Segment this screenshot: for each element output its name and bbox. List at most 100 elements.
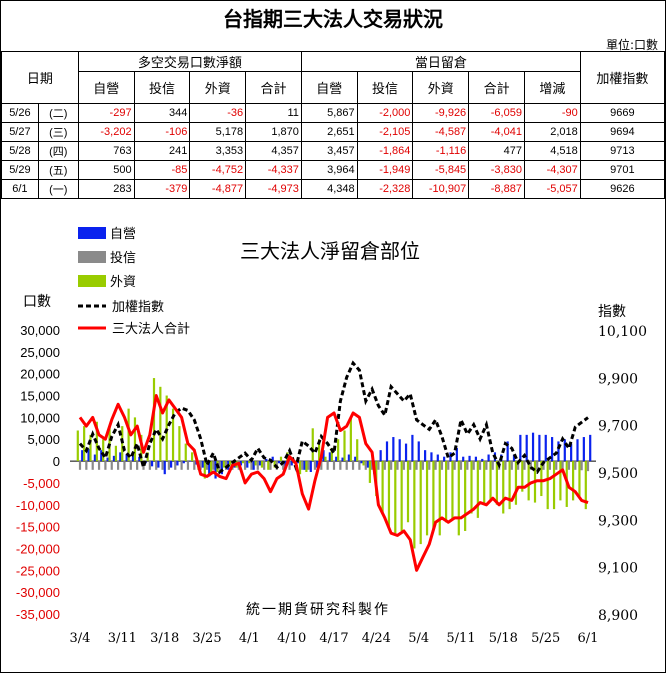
dealer-bar: [163, 461, 166, 475]
foreign-bar: [483, 461, 486, 505]
dealer-bar: [525, 434, 528, 462]
row-weekday: (三): [37, 122, 79, 142]
dealer-bar: [589, 434, 592, 462]
row-value: -5,845: [412, 160, 470, 180]
x-tick-label: 5/11: [446, 631, 475, 646]
trust-bar: [396, 461, 399, 470]
dealer-bar: [271, 456, 274, 462]
dealer-bar: [220, 461, 223, 475]
dealer-bar: [335, 456, 338, 462]
row-weekday: (二): [37, 103, 79, 123]
foreign-bar: [457, 461, 460, 536]
trust-bar: [148, 461, 151, 470]
dealer-bar: [309, 461, 312, 472]
table-row: 5/28 (四) 763 241 3,353 4,357 3,457 -1,864 -1,116…: [1, 141, 666, 161]
trust-bar: [263, 461, 266, 470]
trust-bar: [212, 461, 215, 470]
legend-label-foreign: 外資: [110, 275, 136, 290]
foreign-bar: [451, 461, 454, 521]
total-line: [78, 394, 589, 572]
foreign-bar: [178, 426, 181, 462]
foreign-bar: [476, 461, 479, 518]
foreign-bar: [337, 439, 340, 462]
row-value: 763: [77, 141, 135, 161]
dealer-bar: [512, 454, 516, 462]
legend-swatch-trust: [78, 251, 106, 263]
dealer-bar: [277, 461, 281, 464]
foreign-bar: [502, 461, 505, 514]
x-tick-label: 4/17: [319, 631, 348, 646]
trust-bar: [447, 461, 450, 470]
trust-bar: [244, 461, 247, 470]
dealer-bar: [487, 454, 490, 462]
row-value: -1,864: [356, 141, 414, 161]
watermark-text: 統一期貨研究科製作: [246, 601, 390, 618]
trust-bar: [428, 461, 431, 470]
row-value: 3,964: [300, 160, 358, 180]
trust-bar: [313, 461, 317, 470]
trust-bar: [561, 461, 564, 470]
foreign-bar: [210, 461, 213, 475]
row-value: 5,867: [300, 103, 358, 123]
trust-bar: [85, 461, 88, 470]
dealer-bar: [392, 437, 395, 462]
x-tick-label: 4/10: [277, 631, 306, 646]
row-value: -2,000: [356, 103, 414, 123]
data-table: 日期 多空交易口數淨額 當日留倉 加權指數 自營 投信 外資 合計 自營 投信 外資 合計 增減…: [1, 51, 666, 199]
foreign-bar: [552, 461, 556, 510]
trust-bar: [78, 461, 82, 470]
row-value: 1,870: [245, 122, 302, 142]
x-tick-label: 5/4: [408, 631, 429, 646]
trust-bar: [555, 461, 558, 470]
dealer-bar: [538, 434, 541, 462]
trust-bar: [205, 461, 209, 470]
foreign-bar: [260, 461, 264, 468]
dealer-bar: [519, 434, 522, 462]
trust-bar: [390, 461, 393, 470]
trust-bar: [529, 461, 532, 470]
row-value: -36: [189, 103, 247, 123]
right-tick-label: 8,900: [598, 608, 638, 624]
dealer-bar: [398, 439, 401, 462]
row-value: 477: [468, 141, 525, 161]
row-value: -1,949: [356, 160, 414, 180]
foreign-bar: [203, 461, 206, 479]
dealer-bar: [170, 461, 173, 468]
dealer-bar: [150, 461, 154, 467]
foreign-bar: [121, 426, 124, 462]
row-weekday: (四): [37, 141, 79, 161]
trust-bar: [421, 461, 424, 470]
dealer-bar: [436, 454, 439, 462]
foreign-bar: [318, 439, 321, 462]
row-value: -4,752: [189, 160, 247, 180]
row-value: -106: [133, 122, 191, 142]
foreign-bar: [527, 461, 530, 501]
foreign-bar: [273, 461, 276, 468]
row-value: -4,307: [523, 160, 581, 180]
dealer-bar: [443, 456, 446, 462]
trust-bar: [180, 461, 183, 470]
left-tick-label: 5,000: [27, 432, 60, 447]
trust-bar: [358, 461, 361, 470]
dealer-bar: [354, 456, 357, 462]
foreign-bar: [438, 461, 441, 536]
trust-bar: [536, 461, 539, 470]
row-value: 5,178: [189, 122, 247, 142]
trust-bar: [218, 461, 221, 470]
row-value: -5,057: [523, 179, 581, 199]
row-value: -2,328: [356, 179, 414, 199]
trust-bar: [193, 461, 196, 470]
trust-bar: [320, 461, 323, 470]
row-index: 9626: [579, 179, 666, 199]
row-value: -4,877: [189, 179, 247, 199]
sub-header: 外資: [412, 71, 470, 104]
trust-bar: [440, 461, 444, 470]
trust-bar: [517, 461, 520, 470]
row-value: 11: [245, 103, 302, 123]
foreign-bar: [184, 443, 187, 462]
foreign-bar: [171, 408, 175, 462]
foreign-bar: [165, 395, 168, 462]
trust-bar: [542, 461, 545, 470]
trust-bar: [155, 461, 158, 470]
dealer-bar: [328, 452, 331, 462]
